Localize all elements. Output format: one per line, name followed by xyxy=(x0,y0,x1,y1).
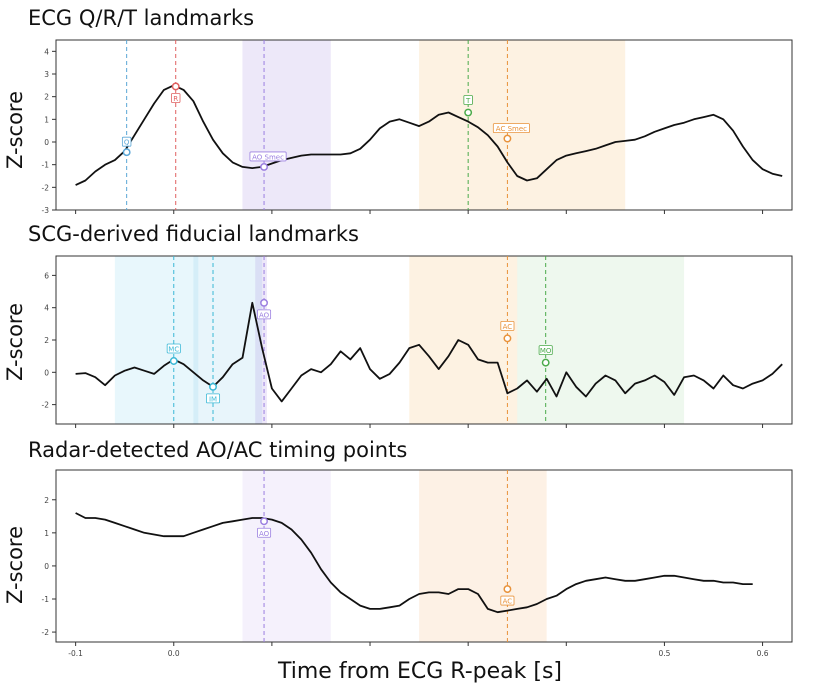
marker-point xyxy=(503,585,512,594)
y-tick-label: 2 xyxy=(44,336,49,345)
marker-tag xyxy=(257,309,272,320)
marker-label: AC xyxy=(503,323,513,331)
marker-tag xyxy=(206,393,221,404)
marker-tag xyxy=(257,527,272,538)
x-axis-label: Time from ECG R-peak [s] xyxy=(277,659,562,684)
marker-point xyxy=(209,382,217,391)
marker-point xyxy=(171,82,180,91)
shaded-window xyxy=(242,470,331,642)
marker-point xyxy=(260,162,268,171)
panel-2-title: SCG-derived fiducial landmarks xyxy=(28,222,359,246)
plot-area: -3 -2 -1 0 1 2 3 4 Q R AO Smec T AC Smec -2 0 2 4 6 MC IM AO… xyxy=(42,39,793,658)
marker-label: R xyxy=(173,95,178,103)
marker-label: AC Smec xyxy=(496,125,527,133)
y-tick-label: 0 xyxy=(44,138,49,147)
y-tick-label: 0 xyxy=(44,562,49,571)
panel-3-ylabel: Z-score xyxy=(3,526,27,604)
panel-3: -2 -1 0 1 2 -0.1 0.0 0.5 0.6 AO AC xyxy=(42,469,793,658)
x-tick-label: 0.6 xyxy=(757,649,769,658)
panel-3-title: Radar-detected AO/AC timing points xyxy=(28,438,407,462)
marker-tag xyxy=(500,320,515,331)
y-tick-label: -1 xyxy=(42,595,50,604)
x-tick-label: 0.0 xyxy=(168,649,180,658)
y-tick-label: 2 xyxy=(44,496,49,505)
marker-label: MC xyxy=(168,346,179,354)
y-tick-label: -2 xyxy=(42,183,50,192)
marker-label: Q xyxy=(124,139,130,147)
marker-label: T xyxy=(465,97,471,105)
x-tick-label: 0.5 xyxy=(658,649,670,658)
panel-1: -3 -2 -1 0 1 2 3 4 Q R AO Smec T AC Smec xyxy=(42,39,793,215)
marker-point xyxy=(122,148,131,157)
axes-frame xyxy=(55,469,793,643)
marker-point xyxy=(169,357,178,365)
y-tick-label: -2 xyxy=(42,628,50,637)
marker-point xyxy=(260,517,268,526)
marker-tag xyxy=(492,123,530,133)
marker-label: MO xyxy=(540,347,552,355)
marker-tag xyxy=(500,595,515,606)
y-tick-label: -1 xyxy=(42,161,50,170)
y-tick-label: 3 xyxy=(44,70,49,79)
y-tick-label: 2 xyxy=(44,93,49,102)
y-tick-label: 1 xyxy=(44,529,49,538)
marker-label: AC xyxy=(503,598,513,606)
y-tick-label: 6 xyxy=(44,271,49,280)
y-tick-label: -3 xyxy=(42,206,50,215)
y-tick-label: 1 xyxy=(44,115,49,124)
panel-2: -2 0 2 4 6 MC IM AO AC MO xyxy=(42,255,793,428)
marker-label: IM xyxy=(209,395,217,403)
shaded-window xyxy=(114,256,199,424)
y-tick-label: -2 xyxy=(42,401,50,410)
y-tick-label: 4 xyxy=(44,304,49,313)
series-line xyxy=(75,84,783,186)
marker-tag xyxy=(121,136,132,147)
marker-label: AO xyxy=(259,530,270,538)
shaded-window xyxy=(242,40,331,210)
marker-point xyxy=(464,108,473,117)
y-tick-label: 0 xyxy=(44,368,49,377)
shaded-window xyxy=(517,256,685,424)
marker-tag xyxy=(166,343,181,354)
marker-label: AO xyxy=(259,311,270,319)
panel-1-title: ECG Q/R/T landmarks xyxy=(28,6,254,30)
marker-point xyxy=(503,134,512,143)
marker-label: AO Smec xyxy=(252,153,284,161)
shaded-window xyxy=(193,256,263,424)
marker-tag xyxy=(463,95,473,105)
marker-tag xyxy=(538,345,553,356)
marker-point xyxy=(503,334,512,343)
series-line xyxy=(75,512,753,614)
marker-tag xyxy=(171,93,181,103)
shaded-window xyxy=(409,256,518,424)
shaded-window xyxy=(419,470,547,642)
marker-point xyxy=(260,298,268,307)
y-tick-label: 4 xyxy=(44,47,49,56)
panel-2-ylabel: Z-score xyxy=(3,303,27,381)
series-line xyxy=(75,301,783,403)
panel-1-ylabel: Z-score xyxy=(3,91,27,169)
marker-point xyxy=(541,358,550,367)
marker-tag xyxy=(249,151,287,162)
x-tick-label: -0.1 xyxy=(68,649,83,658)
axes-frame xyxy=(55,39,793,211)
